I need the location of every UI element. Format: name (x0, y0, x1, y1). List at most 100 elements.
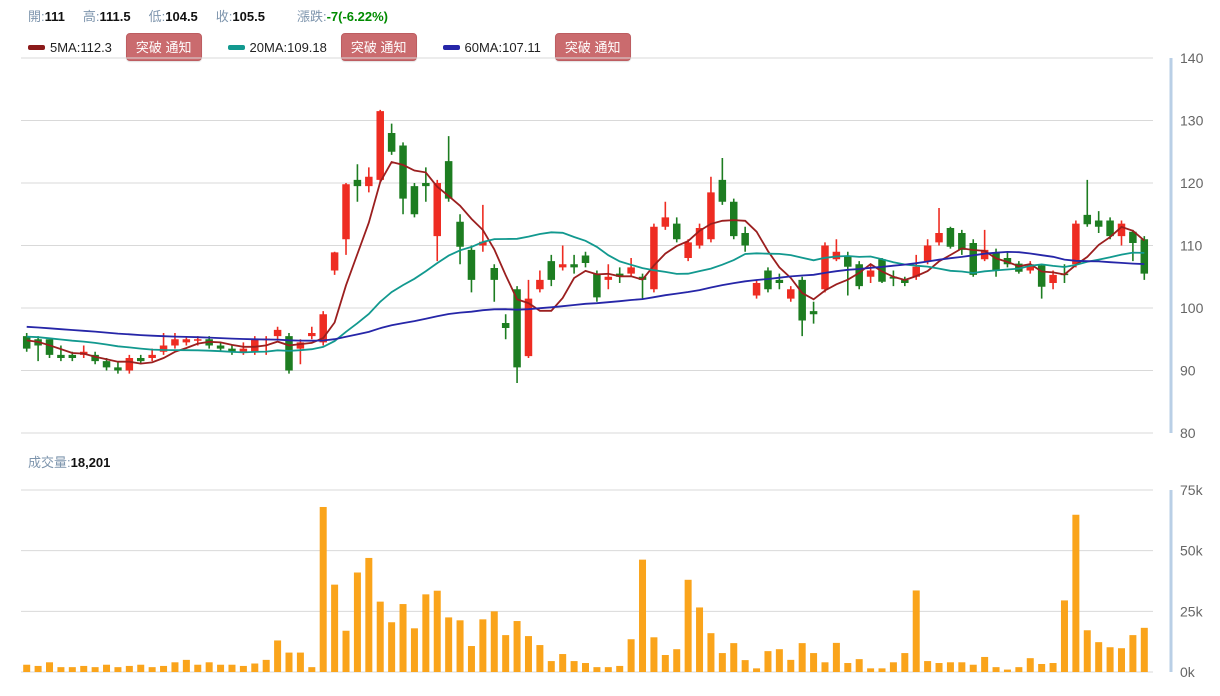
volume-bar (479, 619, 487, 672)
volume-bar (228, 664, 236, 672)
candle-body (410, 186, 419, 215)
volume-bar (410, 628, 418, 672)
volume-bar (684, 579, 692, 672)
ma20-breakout-alert-button[interactable]: 突破 通知 (340, 33, 417, 61)
candle-body (114, 367, 122, 371)
candle-body (273, 329, 282, 337)
volume-bar (502, 635, 510, 672)
volume-bar (935, 663, 943, 672)
volume-bar (1083, 630, 1091, 672)
candle-body (456, 221, 464, 247)
candle-body (536, 279, 544, 290)
price-axis-tick-label: 100 (1180, 300, 1204, 316)
quote-change: 漲跌:-7(-6.22%) (297, 6, 388, 25)
price-axis-tick-label: 120 (1180, 175, 1204, 191)
volume-bar (639, 559, 647, 672)
volume-header: 成交量:18,201 (28, 452, 110, 471)
volume-bar (1140, 627, 1148, 672)
volume-bar (764, 651, 772, 672)
ma5-swatch-icon (28, 44, 45, 50)
candle-body (376, 111, 384, 180)
volume-axis-tick-label: 0k (1180, 664, 1196, 680)
volume-bar (1072, 514, 1080, 672)
candle-body (855, 264, 863, 287)
candle-body (513, 289, 521, 368)
candle-body (91, 354, 99, 362)
candle-body (615, 273, 624, 277)
volume-bar (80, 665, 88, 672)
candle-body (1094, 220, 1103, 227)
low-label: 低: (148, 9, 166, 24)
volume-bar (741, 660, 749, 672)
volume-bar (194, 664, 202, 672)
volume-bar (775, 649, 783, 672)
volume-axis-tick-label: 50k (1180, 543, 1204, 559)
volume-bar (901, 653, 909, 672)
candle-body (844, 255, 852, 267)
volume-bar (23, 664, 31, 672)
volume-bar (353, 572, 361, 672)
price-axis-tick-label: 140 (1180, 50, 1204, 66)
candle-body (194, 339, 202, 341)
quote-open: 開:111 (28, 6, 65, 25)
quote-low: 低:104.5 (149, 6, 198, 25)
candle-body (684, 242, 692, 258)
candle-body (308, 333, 316, 337)
volume-bar (604, 667, 612, 672)
candle-body (1072, 223, 1080, 265)
volume-bar (422, 594, 430, 672)
volume-bar (844, 663, 852, 672)
candle-body (57, 354, 65, 358)
volume-bar (399, 604, 407, 672)
volume-bar (696, 607, 704, 672)
ma5-breakout-alert-button[interactable]: 突破 通知 (125, 33, 202, 61)
volume-bar (376, 601, 384, 672)
ma5-legend-group: 5MA:112.3 突破 通知 (28, 33, 202, 61)
ma60-swatch-icon (442, 44, 460, 50)
volume-bar (969, 664, 977, 672)
candle-body (490, 268, 499, 280)
candle-body (547, 261, 556, 280)
volume-bar (57, 667, 65, 672)
volume-bar (730, 643, 738, 672)
candle-body (68, 354, 77, 358)
candle-body (501, 323, 510, 328)
volume-bar (958, 662, 966, 672)
volume-axis-tick-label: 75k (1180, 482, 1204, 498)
candle-body (422, 183, 430, 187)
candle-body (661, 217, 670, 227)
candle-body (923, 245, 932, 262)
volume-bar (433, 590, 441, 672)
candle-body (433, 183, 441, 237)
volume-bar (718, 653, 726, 672)
candle-body (239, 348, 248, 352)
candle-body (935, 233, 943, 243)
volume-bar (251, 663, 259, 672)
volume-bar (661, 655, 669, 672)
ma60-breakout-alert-button[interactable]: 突破 通知 (554, 33, 631, 61)
volume-bar (593, 667, 601, 672)
quote-high: 高:111.5 (83, 6, 131, 25)
candle-body (1026, 264, 1035, 271)
ma60-line (26, 250, 1145, 342)
candle-body (1049, 274, 1057, 283)
volume-bar (1060, 600, 1068, 672)
volume-bar (467, 646, 475, 672)
volume-bar (821, 662, 829, 672)
low-value: 104.5 (165, 9, 198, 24)
candle-body (285, 336, 293, 371)
volume-bar (867, 668, 875, 672)
volume-bar (1003, 669, 1011, 672)
candle-body (1083, 214, 1092, 225)
candle-body (992, 253, 1000, 271)
candle-body (330, 252, 339, 271)
volume-bar (570, 661, 578, 672)
volume-bar (342, 630, 350, 672)
high-label: 高: (82, 9, 100, 24)
volume-bar (889, 662, 897, 672)
price-axis-tick-label: 90 (1180, 363, 1196, 379)
candle-body (1037, 265, 1046, 287)
candle-body (832, 251, 841, 260)
volume-bar (148, 667, 156, 672)
